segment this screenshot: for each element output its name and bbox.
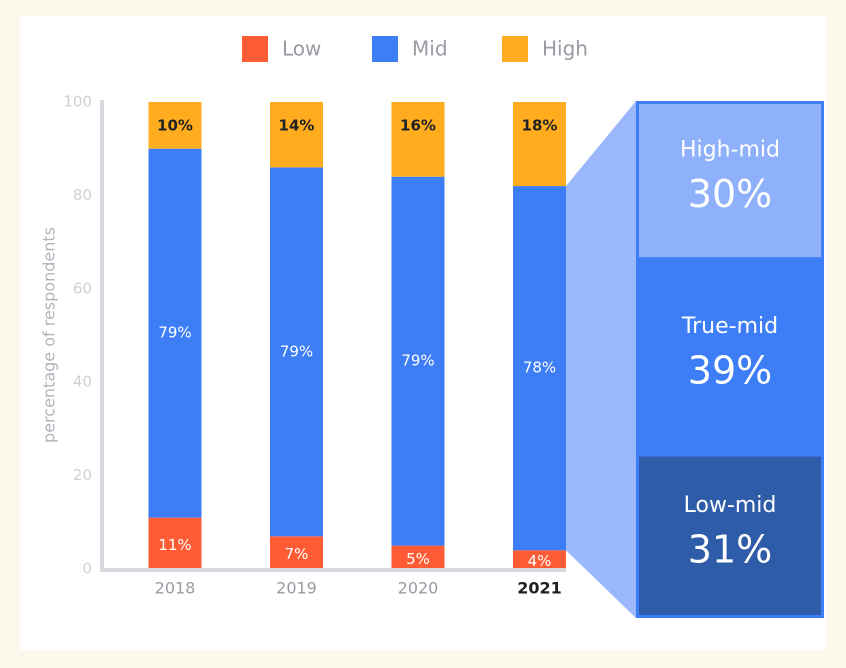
x-tick-label: 2020 (398, 579, 439, 598)
value-label: 18% (522, 117, 558, 135)
bar-segment (148, 517, 202, 569)
value-label: 11% (158, 536, 191, 554)
bar-segment (513, 102, 566, 187)
value-label: 16% (400, 117, 436, 135)
breakdown-value: 39% (688, 348, 772, 392)
x-tick-label: 2018 (155, 579, 196, 598)
legend-label: High (542, 37, 588, 61)
legend-label: Mid (412, 37, 448, 61)
bar-segment (270, 536, 323, 569)
bar-segment (270, 102, 323, 168)
breakdown-label: Low-mid (684, 493, 777, 518)
bar-segment (391, 176, 445, 546)
bar-segment (391, 102, 445, 177)
breakdown-label: High-mid (680, 138, 780, 163)
legend-swatch (502, 36, 528, 62)
y-axis-label: percentage of respondents (40, 227, 59, 443)
y-tick-label: 0 (82, 560, 92, 578)
value-label: 79% (401, 352, 434, 370)
breakdown-connector (566, 101, 636, 618)
breakdown-value: 31% (688, 527, 772, 571)
value-label: 4% (528, 552, 552, 570)
legend-label: Low (282, 37, 321, 61)
breakdown-segment (639, 104, 821, 258)
y-tick-label: 40 (73, 373, 92, 391)
y-tick-label: 80 (73, 186, 92, 204)
legend-swatch (242, 36, 268, 62)
value-label: 14% (279, 117, 315, 135)
x-tick-label: 2021 (517, 579, 562, 598)
value-label: 10% (157, 117, 193, 135)
bar-segment (270, 167, 323, 537)
value-label: 79% (158, 324, 191, 342)
legend-swatch (372, 36, 398, 62)
bar-segment (391, 545, 445, 569)
y-tick-label: 20 (73, 466, 92, 484)
bar-segment (148, 102, 202, 149)
value-label: 78% (523, 359, 556, 377)
value-label: 79% (280, 342, 313, 360)
value-label: 7% (285, 545, 309, 563)
y-tick-label: 100 (63, 93, 92, 111)
x-tick-label: 2019 (276, 579, 317, 598)
breakdown-value: 30% (688, 172, 772, 216)
bar-segment (513, 186, 566, 551)
breakdown-label: True-mid (681, 314, 778, 339)
value-label: 5% (406, 550, 430, 568)
breakdown-segment (639, 257, 821, 457)
bar-segment (148, 148, 202, 518)
y-tick-label: 60 (73, 279, 92, 297)
breakdown-segment (639, 456, 821, 615)
bar-segment (513, 550, 566, 569)
